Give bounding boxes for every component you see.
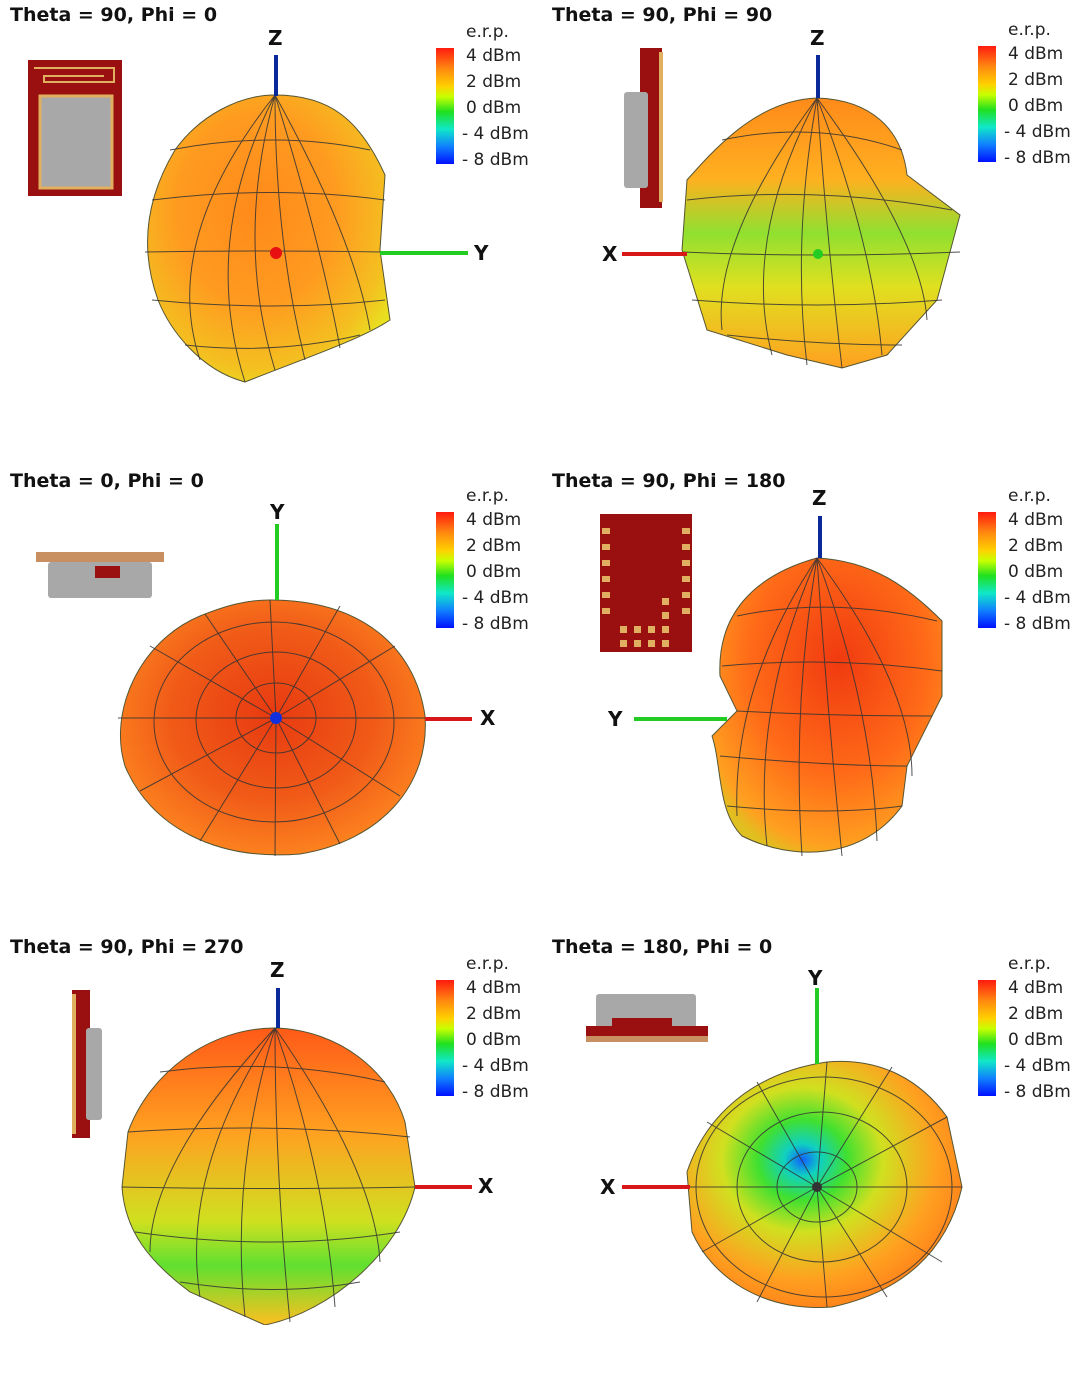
panel-theta90-phi90: Theta = 90, Phi = 90 <box>542 0 1084 465</box>
panel-title: Theta = 0, Phi = 0 <box>10 470 204 492</box>
axis-label-vertical: Z <box>810 26 825 50</box>
legend-title: e.r.p. <box>1008 20 1051 40</box>
legend-tick: 0 dBm <box>1008 96 1064 116</box>
pattern-surface <box>147 94 391 383</box>
radiation-pattern-plot <box>586 988 963 1308</box>
legend-title: e.r.p. <box>1008 954 1051 974</box>
pattern-surface <box>681 97 961 369</box>
legend-tick: 4 dBm <box>466 46 522 66</box>
pattern-surface <box>121 1027 416 1325</box>
origin-marker <box>270 712 282 724</box>
legend-tick: 2 dBm <box>1008 536 1064 556</box>
axis-label-vertical: Z <box>268 26 283 50</box>
axis-label-horizontal: Y <box>608 707 623 731</box>
module-bottom-view-icon <box>600 514 692 652</box>
erp-legend: e.r.p. 4 dBm 2 dBm 0 dBm - 4 dBm - 8 dBm <box>978 20 1084 180</box>
legend-tick: - 8 dBm <box>1004 614 1071 634</box>
legend-tick: - 4 dBm <box>1004 1056 1071 1076</box>
legend-tick: - 8 dBm <box>1004 1082 1071 1102</box>
panel-title: Theta = 90, Phi = 0 <box>10 4 218 26</box>
pattern-surface <box>711 557 943 853</box>
legend-tick: 2 dBm <box>466 72 522 92</box>
erp-legend: e.r.p. 4 dBm 2 dBm 0 dBm - 4 dBm - 8 dBm <box>978 486 1084 646</box>
mesh-lines <box>687 1061 962 1308</box>
erp-legend: e.r.p. 4 dBm 2 dBm 0 dBm - 4 dBm - 8 dBm <box>436 22 546 182</box>
axis-label-horizontal: X <box>600 1175 616 1199</box>
panel-theta180-phi0: Theta = 180, Phi = 0 <box>542 932 1084 1397</box>
axis-label-vertical: Y <box>270 500 285 524</box>
legend-tick: - 4 dBm <box>462 1056 529 1076</box>
origin-marker <box>813 249 823 259</box>
origin-marker <box>812 1182 822 1192</box>
legend-tick: - 4 dBm <box>462 124 529 144</box>
legend-tick: 2 dBm <box>1008 1004 1064 1024</box>
legend-colorbar <box>978 512 996 628</box>
legend-tick: 0 dBm <box>1008 1030 1064 1050</box>
radiation-pattern-plot <box>622 48 961 369</box>
mesh-lines <box>118 599 426 857</box>
legend-colorbar <box>436 48 454 164</box>
legend-tick: 4 dBm <box>1008 510 1064 530</box>
radiation-pattern-plot <box>600 514 943 857</box>
panel-title: Theta = 90, Phi = 180 <box>552 470 786 492</box>
legend-title: e.r.p. <box>466 486 509 506</box>
legend-colorbar <box>436 980 454 1096</box>
legend-tick: - 4 dBm <box>1004 588 1071 608</box>
panel-theta90-phi270: Theta = 90, Phi = 270 <box>0 932 542 1397</box>
axis-label-vertical: Y <box>808 966 823 990</box>
legend-tick: - 8 dBm <box>462 150 529 170</box>
legend-tick: - 4 dBm <box>462 588 529 608</box>
module-side-view-icon <box>72 990 102 1138</box>
axis-label-horizontal: Y <box>474 241 489 265</box>
module-top-view-icon <box>28 60 122 196</box>
mesh-lines <box>144 94 386 383</box>
legend-tick: 0 dBm <box>466 98 522 118</box>
legend-title: e.r.p. <box>1008 486 1051 506</box>
legend-tick: - 8 dBm <box>1004 148 1071 168</box>
legend-colorbar <box>436 512 454 628</box>
legend-tick: 4 dBm <box>466 510 522 530</box>
legend-tick: 2 dBm <box>1008 70 1064 90</box>
radiation-pattern-plot <box>28 55 468 383</box>
panel-theta0-phi0: Theta = 0, Phi = 0 <box>0 466 542 931</box>
radiation-pattern-plot <box>36 524 472 857</box>
legend-tick: - 8 dBm <box>462 614 529 634</box>
legend-tick: 0 dBm <box>466 562 522 582</box>
legend-tick: 0 dBm <box>1008 562 1064 582</box>
module-side-view-icon <box>624 48 663 208</box>
mesh-lines <box>121 1027 416 1323</box>
axis-label-horizontal: X <box>602 242 618 266</box>
legend-tick: 2 dBm <box>466 536 522 556</box>
legend-tick: 2 dBm <box>466 1004 522 1024</box>
axis-label-vertical: Z <box>270 958 285 982</box>
legend-tick: 0 dBm <box>466 1030 522 1050</box>
legend-colorbar <box>978 980 996 1096</box>
legend-title: e.r.p. <box>466 954 509 974</box>
legend-title: e.r.p. <box>466 22 509 42</box>
legend-colorbar <box>978 46 996 162</box>
panel-theta90-phi0: Theta = 90, Phi = 0 <box>0 0 542 465</box>
module-edge-view-icon <box>36 552 164 598</box>
axis-label-horizontal: X <box>478 1174 494 1198</box>
axis-label-horizontal: X <box>480 706 496 730</box>
radiation-pattern-plot <box>72 988 472 1325</box>
legend-tick: 4 dBm <box>1008 978 1064 998</box>
legend-tick: 4 dBm <box>466 978 522 998</box>
panel-title: Theta = 90, Phi = 270 <box>10 936 244 958</box>
pattern-surface <box>686 1060 963 1308</box>
origin-marker <box>270 247 282 259</box>
panel-title: Theta = 180, Phi = 0 <box>552 936 773 958</box>
panel-title: Theta = 90, Phi = 90 <box>552 4 773 26</box>
pattern-surface <box>120 599 426 856</box>
erp-legend: e.r.p. 4 dBm 2 dBm 0 dBm - 4 dBm - 8 dBm <box>978 954 1084 1114</box>
panel-theta90-phi180: Theta = 90, Phi = 180 <box>542 466 1084 931</box>
mesh-lines <box>719 557 943 857</box>
legend-tick: - 4 dBm <box>1004 122 1071 142</box>
axis-label-vertical: Z <box>812 486 827 510</box>
legend-tick: - 8 dBm <box>462 1082 529 1102</box>
module-edge-view-icon <box>586 994 708 1042</box>
erp-legend: e.r.p. 4 dBm 2 dBm 0 dBm - 4 dBm - 8 dBm <box>436 486 546 646</box>
erp-legend: e.r.p. 4 dBm 2 dBm 0 dBm - 4 dBm - 8 dBm <box>436 954 546 1114</box>
legend-tick: 4 dBm <box>1008 44 1064 64</box>
